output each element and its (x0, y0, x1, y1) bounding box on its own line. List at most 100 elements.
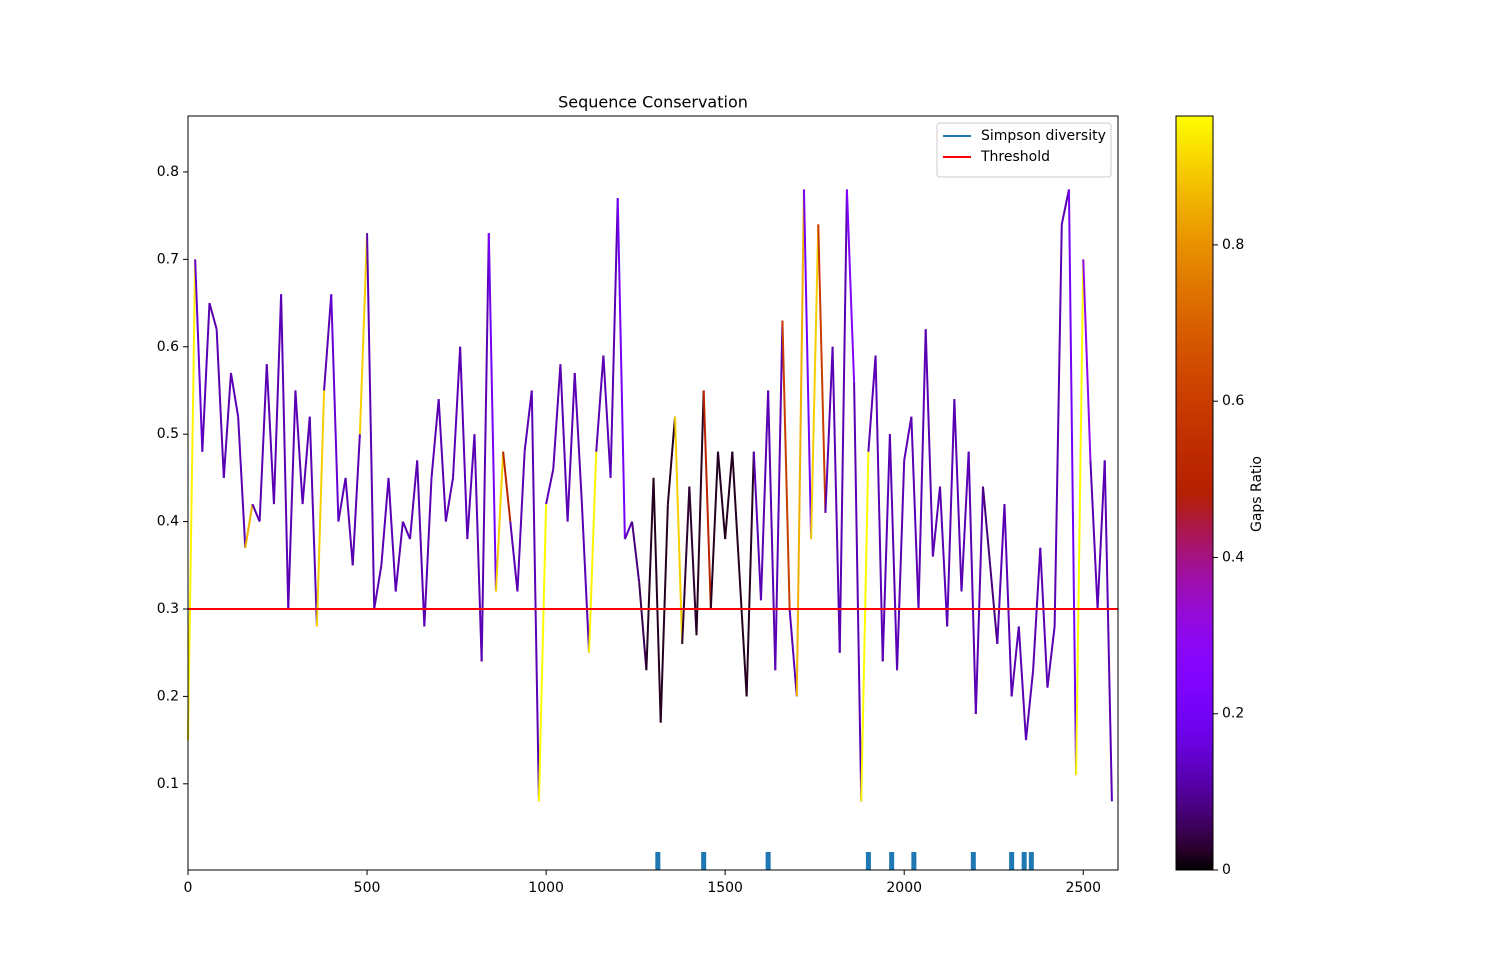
line-segment (358, 233, 369, 435)
position-marker (1009, 852, 1015, 870)
line-segment (580, 504, 591, 653)
y-tick-label: 0.8 (157, 164, 179, 180)
x-tick-label: 2000 (886, 880, 922, 896)
line-segment (1053, 224, 1063, 627)
line-segment (960, 451, 970, 592)
line-segment (745, 451, 755, 697)
legend-label: Threshold (980, 149, 1050, 165)
colorbar-tick-label: 0.2 (1222, 706, 1244, 722)
position-marker (1021, 852, 1027, 870)
colorbar-tick-label: 0.6 (1222, 393, 1244, 409)
line-segment (824, 346, 834, 513)
line-segment (1017, 626, 1027, 741)
line-segment (1003, 504, 1013, 697)
line-segment (802, 189, 813, 540)
line-segment (716, 451, 727, 540)
line-segment (688, 486, 698, 636)
line-segment (631, 521, 641, 583)
line-segment (1075, 259, 1085, 776)
line-segment (401, 521, 411, 540)
y-tick-label: 0.3 (157, 601, 179, 617)
position-marker (889, 852, 895, 870)
line-segment (910, 416, 920, 610)
position-marker (701, 852, 707, 870)
position-marker (865, 852, 871, 870)
line-segment (874, 355, 884, 662)
line-segment (237, 416, 247, 548)
colorbar-tick-label: 0.8 (1222, 237, 1244, 253)
y-tick-label: 0.4 (157, 514, 179, 530)
line-segment (666, 416, 677, 505)
x-tick-label: 1500 (707, 880, 743, 896)
line-segment (788, 608, 798, 697)
x-tick-label: 2500 (1065, 880, 1101, 896)
colorbar-tick-label: 0.4 (1222, 549, 1244, 565)
line-segment (444, 477, 454, 522)
line-segment (752, 451, 762, 601)
line-segment (315, 390, 326, 627)
line-segment (394, 521, 404, 592)
line-segment (917, 329, 927, 610)
line-segment (215, 329, 225, 478)
line-segment (244, 503, 254, 548)
line-segment (373, 565, 383, 610)
line-segment (265, 364, 275, 505)
position-marker (970, 852, 976, 870)
line-segment (695, 390, 705, 636)
line-segment (294, 390, 304, 505)
line-segment (774, 320, 784, 671)
position-marker (765, 852, 771, 870)
plot-frame (187, 115, 1119, 871)
line-segment (903, 416, 913, 461)
line-segment (423, 477, 433, 627)
position-marker (1028, 852, 1034, 870)
line-segment (251, 503, 261, 522)
line-segment (1089, 460, 1099, 610)
line-segment (480, 233, 490, 662)
line-segment (187, 259, 197, 741)
line-segment (867, 355, 877, 452)
chart-title: Sequence Conservation (558, 93, 748, 112)
line-segment (258, 364, 268, 522)
line-segment (967, 451, 977, 714)
line-segment (731, 451, 741, 575)
line-segment (616, 198, 626, 540)
line-segment (573, 372, 583, 505)
line-segment (645, 477, 655, 671)
line-segment (516, 451, 526, 592)
line-segment (996, 504, 1006, 645)
colorbar-tick-label: 0 (1222, 862, 1231, 878)
line-segment (337, 477, 347, 522)
line-segment (767, 390, 777, 671)
line-segment (466, 434, 476, 540)
line-segment (559, 364, 569, 522)
line-segment (1096, 460, 1106, 610)
line-segment (566, 372, 576, 522)
line-segment (323, 294, 333, 391)
legend-box (936, 122, 1112, 178)
line-segment (702, 390, 712, 610)
line-segment (1039, 547, 1049, 688)
line-segment (387, 477, 397, 592)
line-segment (1046, 626, 1056, 688)
line-segment (588, 451, 598, 653)
line-segment (280, 294, 290, 610)
line-segment (781, 320, 791, 610)
x-tick-label: 1000 (528, 880, 564, 896)
y-tick-label: 0.7 (157, 251, 179, 267)
line-segment (416, 460, 426, 627)
line-segment (595, 355, 605, 452)
line-segment (817, 224, 827, 513)
line-segment (229, 372, 240, 417)
line-segment (380, 477, 390, 566)
line-segment (946, 399, 956, 627)
line-segment (552, 364, 562, 470)
line-segment (366, 233, 376, 610)
line-segment (201, 303, 211, 452)
line-segment (272, 294, 283, 505)
line-segment (888, 434, 899, 671)
line-segment (981, 486, 992, 566)
line-segment (602, 355, 612, 478)
line-segment (831, 346, 841, 653)
